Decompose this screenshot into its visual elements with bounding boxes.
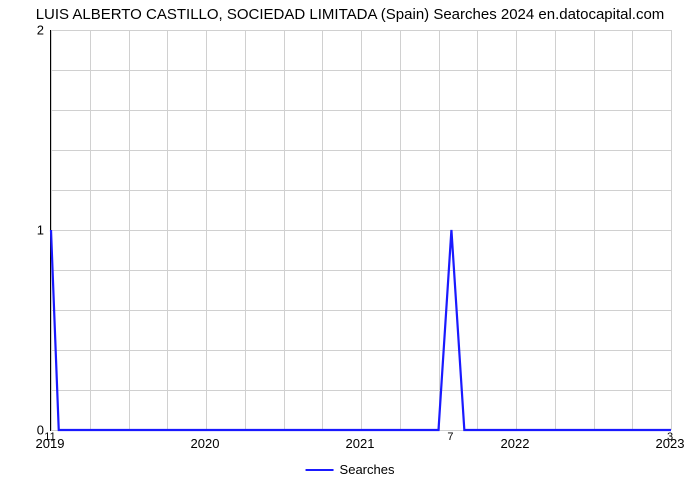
data-point-label: 11	[44, 431, 55, 443]
legend: Searches	[306, 462, 395, 477]
chart-title: LUIS ALBERTO CASTILLO, SOCIEDAD LIMITADA…	[0, 6, 700, 23]
y-tick-label: 1	[14, 223, 44, 238]
legend-swatch	[306, 469, 334, 471]
line-series	[51, 30, 671, 430]
legend-label: Searches	[340, 462, 395, 477]
data-point-label: 3	[667, 431, 673, 443]
plot-area	[50, 30, 671, 431]
data-point-label: 7	[447, 431, 453, 443]
x-tick-label: 2021	[346, 436, 375, 451]
gridline-vertical	[671, 30, 672, 430]
x-tick-label: 2020	[191, 436, 220, 451]
x-tick-label: 2022	[501, 436, 530, 451]
y-tick-label: 2	[14, 23, 44, 38]
